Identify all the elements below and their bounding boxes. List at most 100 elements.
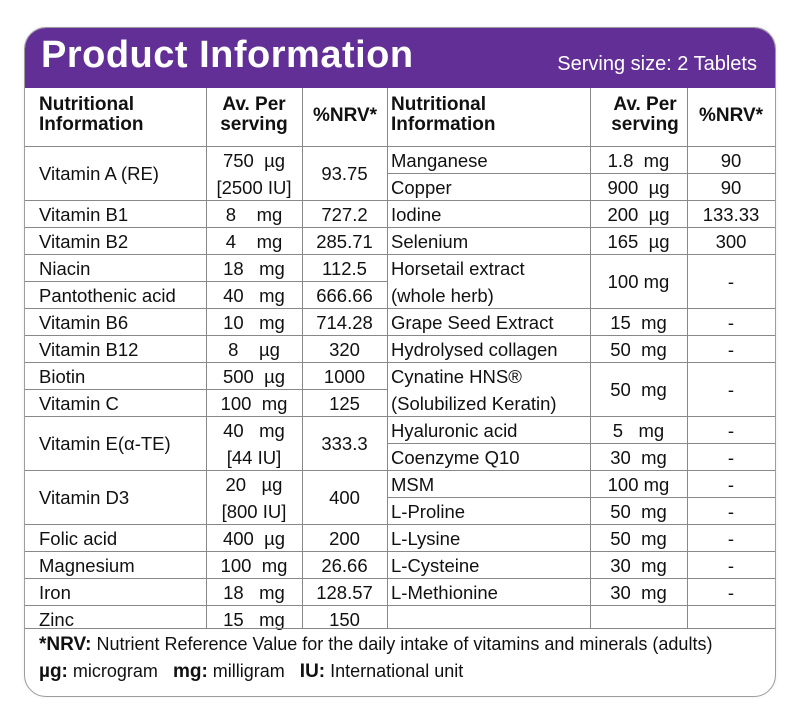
nrv-value: -	[727, 446, 735, 468]
serving-value: 500 µg	[222, 366, 286, 387]
serving-value: 100 mg	[607, 271, 670, 292]
table-row	[387, 605, 775, 633]
serving-value: 50 mg	[610, 527, 667, 549]
table-row: Iodine 200 µg 133.33	[387, 200, 775, 228]
mg-key: mg:	[172, 661, 208, 682]
mg-text: milligram	[212, 661, 285, 681]
nutrient-name: Vitamin B12	[39, 338, 139, 360]
divider	[387, 88, 388, 628]
ingredient-name: L-Methionine	[391, 582, 498, 603]
serving-value: 50 mg	[610, 379, 667, 400]
serving-value: 100 mg	[607, 473, 670, 495]
serving-value: 18 mg	[223, 258, 285, 279]
serving-value: 15 mg	[223, 609, 285, 630]
nrv-value: 727.2	[321, 203, 368, 225]
iu-key: IU:	[299, 661, 326, 682]
nutrition-table: Nutritional Information Av. Per serving …	[25, 88, 775, 630]
serving-value: 900 µg	[607, 176, 670, 198]
serving-value: 750 µg	[222, 150, 286, 171]
divider	[302, 88, 303, 628]
nrv-value: 150	[329, 608, 360, 630]
ingredient-name: (Solubilized Keratin)	[391, 393, 557, 414]
table-row: Cynatine HNS® (Solubilized Keratin) 50 mg -	[387, 362, 775, 417]
ingredient-name: MSM	[391, 474, 435, 495]
ingredient-name: Manganese	[391, 150, 488, 171]
table-row: Folic acid 400 µg 200	[25, 524, 387, 552]
header-bar: Product Information Serving size: 2 Tabl…	[25, 28, 775, 88]
serving-value: 4 mg	[225, 231, 283, 252]
left-table-header: Nutritional Information Av. Per serving …	[25, 88, 387, 146]
nrv-value: 90	[720, 149, 742, 171]
nutrient-name: Vitamin E(α-TE)	[39, 433, 171, 454]
serving-value: 8 mg	[225, 204, 283, 225]
nrv-value: -	[727, 419, 735, 441]
nrv-value: -	[727, 379, 735, 400]
table-row: Vitamin B6 10 mg 714.28	[25, 308, 387, 336]
nutrient-name: Biotin	[39, 365, 86, 387]
serving-value: 40 mg	[223, 285, 285, 306]
nutrient-name: Pantothenic acid	[39, 284, 176, 306]
nutrient-name: Vitamin B1	[39, 203, 129, 225]
nrv-value: -	[727, 271, 735, 292]
serving-value: [44 IU]	[226, 447, 282, 468]
iu-text: International unit	[330, 661, 464, 681]
table-row: L-Proline 50 mg -	[387, 497, 775, 525]
table-row: L-Cysteine 30 mg -	[387, 551, 775, 579]
ingredient-name: Horsetail extract	[391, 258, 525, 279]
ingredient-name: Cynatine HNS®	[391, 366, 522, 387]
table-row: Grape Seed Extract 15 mg -	[387, 308, 775, 336]
serving-value: [2500 IU]	[216, 177, 292, 198]
nrv-value: -	[727, 473, 735, 495]
ingredient-name: (whole herb)	[391, 285, 494, 306]
table-row: Coenzyme Q10 30 mg -	[387, 443, 775, 471]
nrv-value: 1000	[323, 365, 366, 387]
ingredient-name: Selenium	[391, 231, 469, 252]
footer-notes: *NRV: Nutrient Reference Value for the d…	[39, 631, 712, 685]
nrv-value: 200	[329, 527, 360, 549]
ingredient-name: Iodine	[391, 204, 442, 225]
nutrient-name: Vitamin B2	[39, 230, 129, 252]
serving-value: 40 mg	[223, 420, 285, 441]
header-nrv: %NRV*	[698, 105, 764, 126]
nrv-value: 26.66	[321, 554, 368, 576]
divider	[590, 88, 591, 628]
nutrient-name: Zinc	[39, 608, 74, 630]
table-row: Hydrolysed collagen 50 mg -	[387, 335, 775, 363]
nrv-value: 714.28	[316, 311, 373, 333]
nrv-value: 125	[329, 392, 360, 414]
serving-value: 165 µg	[607, 230, 670, 252]
nrv-value: -	[727, 338, 735, 360]
ingredient-name: Copper	[391, 177, 452, 198]
ingredient-name: Coenzyme Q10	[391, 447, 520, 468]
serving-value: 10 mg	[223, 312, 285, 333]
nrv-value: -	[727, 581, 735, 603]
table-row: Vitamin E(α-TE) 40 mg [44 IU] 333.3	[25, 416, 387, 471]
serving-value: 8 µg	[228, 339, 280, 360]
product-info-card: Product Information Serving size: 2 Tabl…	[24, 27, 776, 697]
ug-text: microgram	[72, 661, 158, 681]
nrv-value: 666.66	[316, 284, 373, 306]
nutrient-name: Magnesium	[39, 554, 135, 576]
nrv-value: 93.75	[321, 163, 368, 184]
nutrient-name: Vitamin C	[39, 392, 119, 414]
nrv-value: -	[727, 311, 735, 333]
table-row: Manganese 1.8 mg 90	[387, 146, 775, 174]
ingredient-name: Hyaluronic acid	[391, 420, 518, 441]
nrv-value: 300	[715, 230, 747, 252]
nrv-value: 128.57	[316, 581, 373, 603]
header-serving: Av. Per serving	[611, 94, 679, 135]
serving-value: 100 mg	[220, 393, 288, 414]
nrv-value: 333.3	[321, 433, 368, 454]
serving-value: 50 mg	[610, 500, 667, 522]
nrv-value: 133.33	[702, 203, 760, 225]
nutrient-name: Vitamin B6	[39, 311, 129, 333]
page-title: Product Information	[41, 34, 414, 76]
ingredient-name: L-Lysine	[391, 528, 461, 549]
nrv-text: Nutrient Reference Value for the daily i…	[96, 634, 713, 654]
serving-value: 1.8 mg	[607, 149, 670, 171]
serving-value: 200 µg	[607, 203, 670, 225]
divider	[687, 88, 688, 628]
table-row: Selenium 165 µg 300	[387, 227, 775, 255]
nrv-key: *NRV:	[39, 634, 92, 655]
nrv-value: -	[727, 527, 735, 549]
